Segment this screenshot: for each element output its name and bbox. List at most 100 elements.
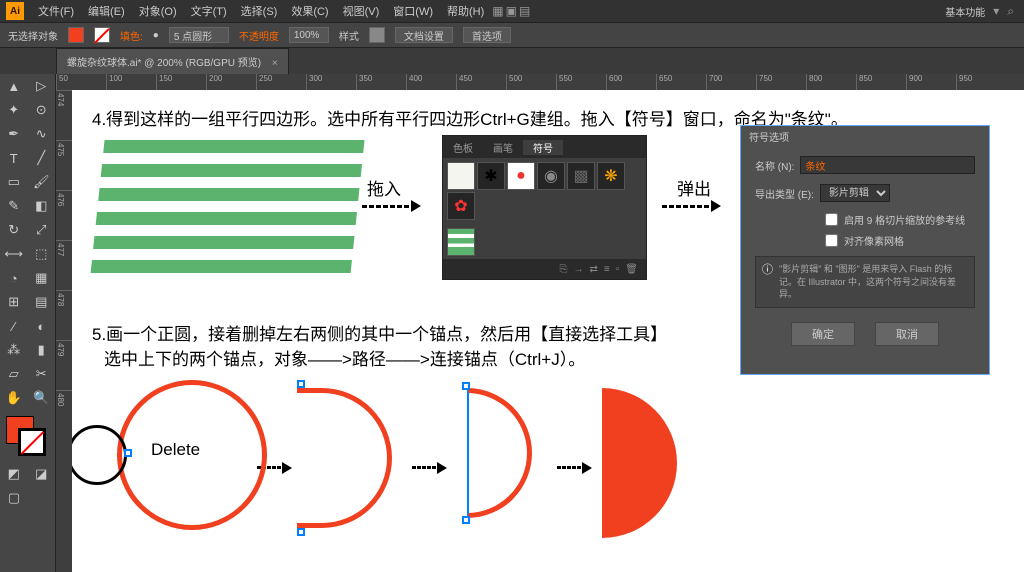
symbol-item[interactable]: ▩ xyxy=(567,162,595,190)
info-text: "影片剪辑" 和 "图形" 是用来导入 Flash 的标记。在 Illustra… xyxy=(779,263,968,301)
delete-marker-circle xyxy=(72,425,127,485)
menu-window[interactable]: 窗口(W) xyxy=(387,1,439,21)
workspace-label[interactable]: 基本功能 xyxy=(945,4,985,19)
menu-help[interactable]: 帮助(H) xyxy=(441,1,490,21)
symbol-item[interactable]: ❋ xyxy=(597,162,625,190)
chevron-down-icon[interactable]: ▾ xyxy=(993,4,999,18)
graph-tool[interactable]: ▮ xyxy=(28,338,56,362)
stroke-swatch[interactable] xyxy=(94,27,110,43)
pixel-align-checkbox[interactable] xyxy=(825,234,838,247)
zoom-tool[interactable]: 🔍 xyxy=(28,386,56,410)
step5-line2: 选中上下的两个锚点，对象——>路径——>连接锚点（Ctrl+J）。 xyxy=(72,345,585,370)
document-tabs: 螺旋杂纹球体.ai* @ 200% (RGB/GPU 预览) × xyxy=(0,48,1024,74)
symbol-item[interactable]: ✱ xyxy=(477,162,505,190)
document-tab[interactable]: 螺旋杂纹球体.ai* @ 200% (RGB/GPU 预览) × xyxy=(56,48,289,75)
break-link-icon[interactable]: ⇄ xyxy=(590,264,598,275)
mesh-tool[interactable]: ⊞ xyxy=(0,290,28,314)
stroke-bullet: ● xyxy=(153,30,159,41)
menu-type[interactable]: 文字(T) xyxy=(185,1,233,21)
symbol-name-input[interactable] xyxy=(800,156,975,174)
ruler-tick: 300 xyxy=(306,74,356,90)
magic-wand-tool[interactable]: ✦ xyxy=(0,98,28,122)
place-symbol-icon[interactable]: → xyxy=(574,264,584,275)
symbol-item[interactable] xyxy=(447,162,475,190)
style-swatch[interactable] xyxy=(369,27,385,43)
symbol-item[interactable]: ● xyxy=(507,162,535,190)
brush-tool[interactable]: 🖌 xyxy=(28,170,56,194)
symbol-item-stripes[interactable] xyxy=(447,228,475,256)
stage-arrow xyxy=(557,462,592,474)
pen-tool[interactable]: ✒ xyxy=(0,122,28,146)
vertical-ruler: 474 475 476 477 478 479 480 xyxy=(56,90,72,572)
menu-effect[interactable]: 效果(C) xyxy=(285,1,334,21)
anchor-point xyxy=(462,516,470,524)
prefs-button[interactable]: 首选项 xyxy=(463,27,511,43)
menu-file[interactable]: 文件(F) xyxy=(32,1,80,21)
draw-mode-icon[interactable]: ◪ xyxy=(28,462,56,486)
stroke-profile-input[interactable] xyxy=(169,27,229,43)
symbol-item[interactable]: ◉ xyxy=(537,162,565,190)
artboard-tool[interactable]: ▱ xyxy=(0,362,28,386)
type-tool[interactable]: T xyxy=(0,146,28,170)
ruler-tick: 750 xyxy=(756,74,806,90)
bridge-icon[interactable]: ▣ xyxy=(506,4,517,18)
search-icon[interactable]: ⌕ xyxy=(1007,4,1014,19)
tab-brushes[interactable]: 画笔 xyxy=(483,140,523,155)
hand-tool[interactable]: ✋ xyxy=(0,386,28,410)
new-symbol-icon[interactable]: ▫ xyxy=(616,264,620,275)
menu-view[interactable]: 视图(V) xyxy=(337,1,386,21)
direct-select-tool[interactable]: ▷ xyxy=(28,74,56,98)
arrow-dash-2 xyxy=(662,200,721,212)
ok-button[interactable]: 确定 xyxy=(791,322,855,346)
free-transform-tool[interactable]: ⬚ xyxy=(28,242,56,266)
rectangle-tool[interactable]: ▭ xyxy=(0,170,28,194)
fill-swatch[interactable] xyxy=(68,27,84,43)
symbol-sprayer-tool[interactable]: ⁂ xyxy=(0,338,28,362)
color-picker[interactable] xyxy=(6,416,46,456)
symbol-options-icon[interactable]: ≡ xyxy=(604,264,610,275)
export-type-select[interactable]: 影片剪辑 xyxy=(820,184,890,202)
eyedropper-tool[interactable]: ⁄ xyxy=(0,314,28,338)
symbol-lib-icon[interactable]: ⎘ xyxy=(560,264,568,275)
menu-edit[interactable]: 编辑(E) xyxy=(82,1,131,21)
gpu-icon[interactable]: ▤ xyxy=(519,4,530,18)
fill-mode-icon[interactable]: ◩ xyxy=(0,462,28,486)
eraser-tool[interactable]: ◧ xyxy=(28,194,56,218)
ruler-tick: 550 xyxy=(556,74,606,90)
line-tool[interactable]: ╱ xyxy=(28,146,56,170)
slice-tool[interactable]: ✂ xyxy=(28,362,56,386)
doc-setup-button[interactable]: 文档设置 xyxy=(395,27,453,43)
panel-footer: ⎘ → ⇄ ≡ ▫ 🗑 xyxy=(443,259,646,279)
menu-select[interactable]: 选择(S) xyxy=(235,1,284,21)
curvature-tool[interactable]: ∿ xyxy=(28,122,56,146)
tab-swatches[interactable]: 色板 xyxy=(443,140,483,155)
tab-close-icon[interactable]: × xyxy=(272,58,278,69)
menu-object[interactable]: 对象(O) xyxy=(133,1,183,21)
ruler-tick: 950 xyxy=(956,74,1006,90)
delete-symbol-icon[interactable]: 🗑 xyxy=(625,264,638,275)
layout-icon[interactable]: ▦ xyxy=(492,4,503,18)
rotate-tool[interactable]: ↻ xyxy=(0,218,28,242)
symbol-item[interactable]: ✿ xyxy=(447,192,475,220)
ruler-tick: 476 xyxy=(56,190,72,240)
selection-tool[interactable]: ▲ xyxy=(0,74,28,98)
shape-builder-tool[interactable]: ◔ xyxy=(0,266,28,290)
scale-tool[interactable]: ⤢ xyxy=(28,218,56,242)
cancel-button[interactable]: 取消 xyxy=(875,322,939,346)
stroke-label: 填色: xyxy=(120,28,143,43)
opacity-input[interactable] xyxy=(289,27,329,43)
half-circle-outline xyxy=(467,388,532,518)
screen-mode-icon[interactable]: ▢ xyxy=(0,486,28,510)
ruler-tick: 400 xyxy=(406,74,456,90)
gradient-tool[interactable]: ▤ xyxy=(28,290,56,314)
lasso-tool[interactable]: ⊙ xyxy=(28,98,56,122)
tab-symbols[interactable]: 符号 xyxy=(523,140,563,155)
width-tool[interactable]: ⟷ xyxy=(0,242,28,266)
stroke-color[interactable] xyxy=(18,428,46,456)
nine-slice-checkbox[interactable] xyxy=(825,213,838,226)
shaper-tool[interactable]: ✎ xyxy=(0,194,28,218)
nine-slice-label: 启用 9 格切片缩放的参考线 xyxy=(844,212,965,227)
delete-label: Delete xyxy=(151,440,200,460)
perspective-tool[interactable]: ▦ xyxy=(28,266,56,290)
blend-tool[interactable]: ◐ xyxy=(28,314,56,338)
